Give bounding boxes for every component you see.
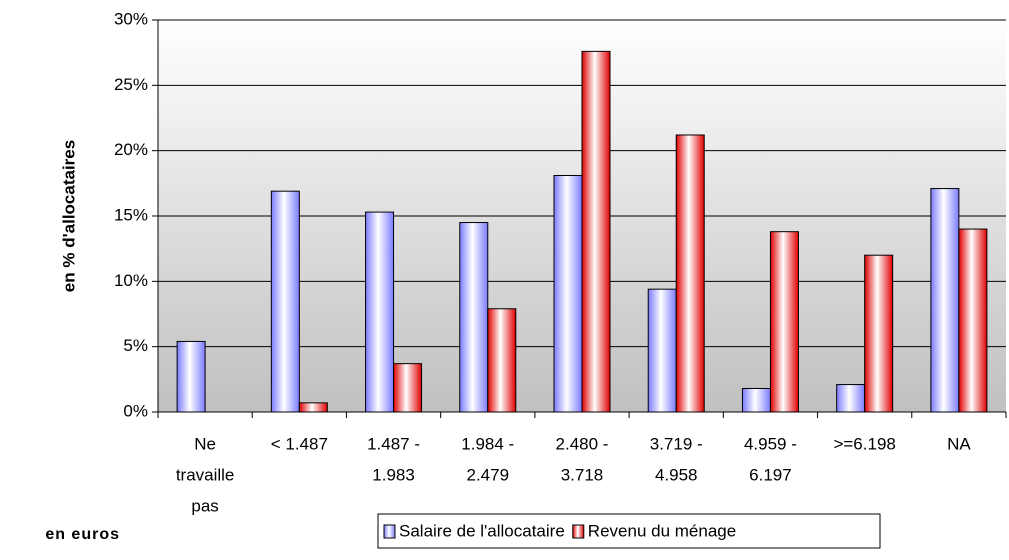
x-tick-label: 3.718 [561, 465, 604, 484]
bar [675, 134, 705, 413]
bar [930, 188, 960, 413]
bar [958, 228, 988, 413]
bar [393, 363, 423, 413]
x-tick-label: 1.487 - [367, 434, 420, 453]
bar [487, 308, 517, 413]
x-tick-label: 2.479 [467, 465, 510, 484]
y-tick-label: 5% [123, 336, 148, 355]
y-tick-label: 10% [114, 271, 148, 290]
bar [647, 288, 677, 413]
x-tick-label: 3.719 - [650, 434, 703, 453]
legend [377, 513, 881, 549]
x-tick-label: < 1.487 [271, 434, 328, 453]
legend-label: Revenu du ménage [588, 521, 736, 540]
x-tick-label: pas [191, 496, 218, 515]
x-axis-label: en euros [45, 526, 120, 543]
bar [298, 402, 328, 413]
x-tick-label: 6.197 [749, 465, 792, 484]
y-tick-label: 15% [114, 205, 148, 224]
x-tick-label: NA [947, 434, 971, 453]
bar [553, 174, 583, 413]
x-tick-label: 4.959 - [744, 434, 797, 453]
bar [270, 190, 300, 413]
bar [365, 211, 395, 413]
x-tick-label: 2.480 - [556, 434, 609, 453]
bar [769, 231, 799, 413]
y-tick-label: 0% [123, 401, 148, 420]
bar [176, 340, 206, 413]
x-tick-label: Ne [194, 434, 216, 453]
y-tick-label: 30% [114, 9, 148, 28]
bar [459, 222, 489, 413]
x-tick-label: 1.983 [372, 465, 415, 484]
bar [741, 387, 771, 413]
bar [581, 50, 611, 413]
x-tick-label: travaille [176, 465, 235, 484]
legend-label: Salaire de l'allocataire [399, 521, 565, 540]
bar [864, 254, 894, 413]
x-tick-label: >=6.198 [833, 434, 895, 453]
y-tick-label: 20% [114, 140, 148, 159]
legend-swatch [383, 524, 396, 539]
y-tick-label: 25% [114, 75, 148, 94]
y-axis-label: en % d'allocataires [59, 140, 78, 292]
bar [836, 384, 866, 413]
legend-swatch [572, 524, 585, 539]
x-tick-label: 1.984 - [461, 434, 514, 453]
x-tick-label: 4.958 [655, 465, 698, 484]
